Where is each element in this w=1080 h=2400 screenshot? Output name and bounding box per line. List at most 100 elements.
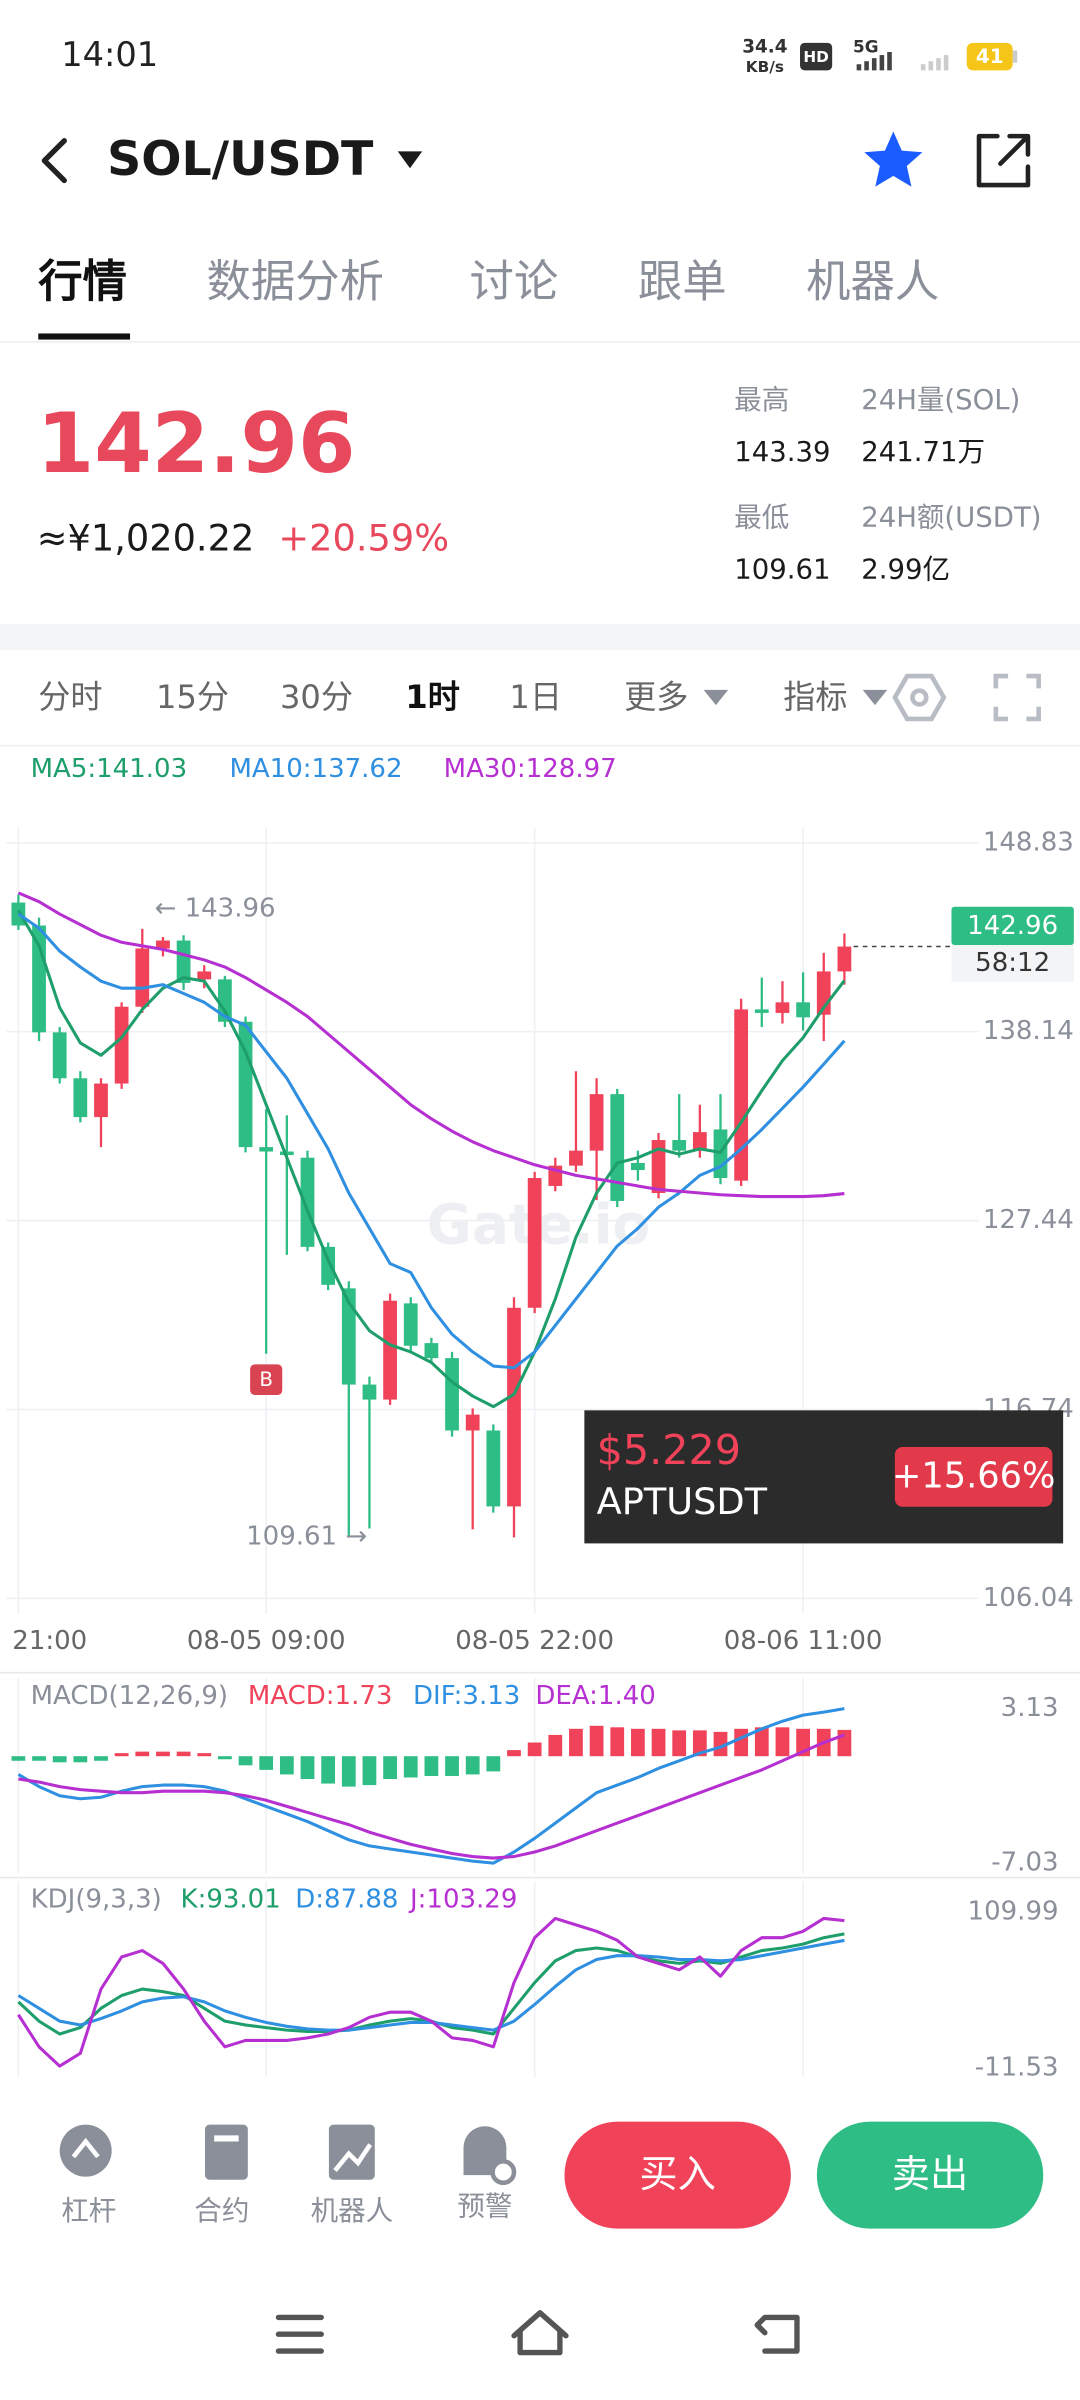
charts: 148.83138.14127.44116.74106.04MA5:141.03… bbox=[0, 754, 1080, 2083]
histogram-bar bbox=[548, 1734, 563, 1757]
toolbar-label[interactable]: 机器人 bbox=[311, 2195, 394, 2227]
legend-entry: DIF:3.13 bbox=[413, 1681, 520, 1711]
histogram-bar bbox=[341, 1756, 356, 1787]
ad-popup[interactable]: $5.229 APTUSDT +15.66% bbox=[584, 1410, 1064, 1544]
nav-menu[interactable] bbox=[275, 2314, 324, 2354]
candle-body bbox=[176, 940, 191, 983]
status-time: 14:01 bbox=[61, 35, 158, 74]
tab[interactable]: 行情 bbox=[38, 257, 127, 308]
net-speed: 34.4 bbox=[742, 36, 787, 57]
nav-bar bbox=[275, 2310, 800, 2356]
futures-icon[interactable] bbox=[205, 2124, 248, 2180]
alert-icon-gear bbox=[490, 2159, 517, 2186]
histogram-bar bbox=[589, 1725, 604, 1757]
interval[interactable]: 分时 bbox=[38, 678, 102, 716]
toolbar-label[interactable]: 杠杆 bbox=[61, 2195, 116, 2227]
pair-dropdown[interactable] bbox=[397, 151, 423, 169]
interval-bar: 分时 15分 30分 1时 1日 更多 指标 bbox=[0, 673, 1080, 747]
candle-body bbox=[32, 925, 46, 1033]
candle-body bbox=[424, 1343, 439, 1359]
x-tick-label: 21:00 bbox=[12, 1626, 87, 1656]
interval[interactable]: 更多 bbox=[624, 678, 688, 716]
y-tick-label: 148.83 bbox=[983, 827, 1074, 857]
back-button[interactable] bbox=[41, 138, 67, 184]
histogram-bar bbox=[610, 1727, 625, 1757]
tab-indicator bbox=[38, 333, 131, 340]
share-button[interactable] bbox=[976, 133, 1031, 188]
last-price-tag bbox=[951, 906, 1074, 946]
pair-title[interactable]: SOL/USDT bbox=[107, 132, 374, 187]
interval[interactable]: 30分 bbox=[280, 678, 353, 716]
tab[interactable]: 数据分析 bbox=[207, 257, 384, 308]
price-cny: ≈¥1,020.22 bbox=[37, 516, 255, 559]
histogram-bar bbox=[424, 1756, 439, 1776]
y-tick-label: -11.53 bbox=[975, 2053, 1059, 2083]
buy-button[interactable] bbox=[564, 2121, 791, 2229]
interval[interactable]: 1时 bbox=[405, 678, 459, 716]
legend-entry: K:93.01 bbox=[181, 1884, 281, 1914]
candle-body bbox=[52, 1032, 67, 1079]
candle-body bbox=[610, 1094, 625, 1201]
legend-entry: MACD:1.73 bbox=[248, 1681, 393, 1711]
histogram-bar bbox=[259, 1756, 274, 1770]
candle-body bbox=[754, 1009, 769, 1013]
battery-level: 41 bbox=[976, 45, 1004, 68]
histogram-bar bbox=[507, 1750, 521, 1757]
tab[interactable]: 跟单 bbox=[638, 257, 727, 308]
nav-back[interactable] bbox=[754, 2314, 800, 2354]
y-tick-label: 109.99 bbox=[968, 1897, 1059, 1927]
candle-body bbox=[156, 940, 170, 949]
histogram-bar bbox=[300, 1756, 315, 1780]
histogram-bar bbox=[135, 1751, 150, 1757]
section-gap bbox=[0, 624, 1080, 651]
margin-icon[interactable] bbox=[59, 2124, 112, 2177]
divider bbox=[0, 1876, 1080, 1879]
histogram-bar bbox=[837, 1729, 852, 1757]
header: SOL/USDT bbox=[41, 131, 1031, 188]
candle-body bbox=[445, 1358, 459, 1431]
histogram-bar bbox=[218, 1756, 232, 1760]
candle-body bbox=[569, 1150, 583, 1166]
histogram-bar bbox=[527, 1742, 542, 1757]
y-tick-label: 106.04 bbox=[983, 1583, 1074, 1613]
price-change: +20.59% bbox=[278, 516, 449, 559]
ad-symbol: APTUSDT bbox=[597, 1480, 768, 1523]
last-price-text: 142.96 bbox=[967, 911, 1058, 941]
histogram-bar bbox=[672, 1730, 687, 1757]
candle-body bbox=[589, 1094, 604, 1151]
indicator-line bbox=[17, 1916, 845, 2068]
histogram-bar bbox=[52, 1756, 67, 1763]
favorite-star[interactable] bbox=[864, 131, 923, 187]
tab[interactable]: 讨论 bbox=[470, 257, 559, 308]
settings-icon[interactable] bbox=[892, 673, 947, 722]
hd-badge bbox=[800, 42, 833, 71]
histogram-bar bbox=[279, 1756, 294, 1775]
sell-button[interactable] bbox=[816, 2121, 1044, 2229]
candle-body bbox=[238, 1021, 253, 1148]
toolbar-label[interactable]: 合约 bbox=[194, 2195, 249, 2227]
bot-icon[interactable] bbox=[328, 2124, 375, 2180]
histogram-bar bbox=[465, 1756, 480, 1775]
candle-body bbox=[341, 1288, 356, 1385]
candle-body bbox=[135, 948, 150, 1007]
dropdown-arrow bbox=[703, 689, 729, 706]
divider bbox=[0, 341, 1080, 343]
histogram-bar bbox=[94, 1756, 108, 1761]
histogram-bar bbox=[775, 1727, 790, 1757]
interval[interactable]: 1日 bbox=[509, 678, 562, 716]
interval[interactable]: 指标 bbox=[783, 678, 847, 716]
legend-entry: MA30:128.97 bbox=[444, 754, 617, 784]
histogram-bar bbox=[651, 1728, 666, 1757]
toolbar-label[interactable]: 预警 bbox=[457, 2190, 512, 2222]
tab[interactable]: 机器人 bbox=[806, 257, 939, 308]
interval[interactable]: 15分 bbox=[156, 678, 229, 716]
histogram-bar bbox=[114, 1753, 129, 1757]
nav-home[interactable] bbox=[511, 2310, 569, 2356]
tabs: 行情 数据分析 讨论 跟单 机器人 bbox=[0, 257, 1080, 343]
candle-body bbox=[672, 1140, 687, 1151]
candle-body bbox=[218, 979, 232, 1022]
fullscreen-icon[interactable] bbox=[993, 673, 1041, 722]
histogram-bar bbox=[631, 1728, 645, 1757]
legend-entry: MA10:137.62 bbox=[229, 754, 402, 784]
